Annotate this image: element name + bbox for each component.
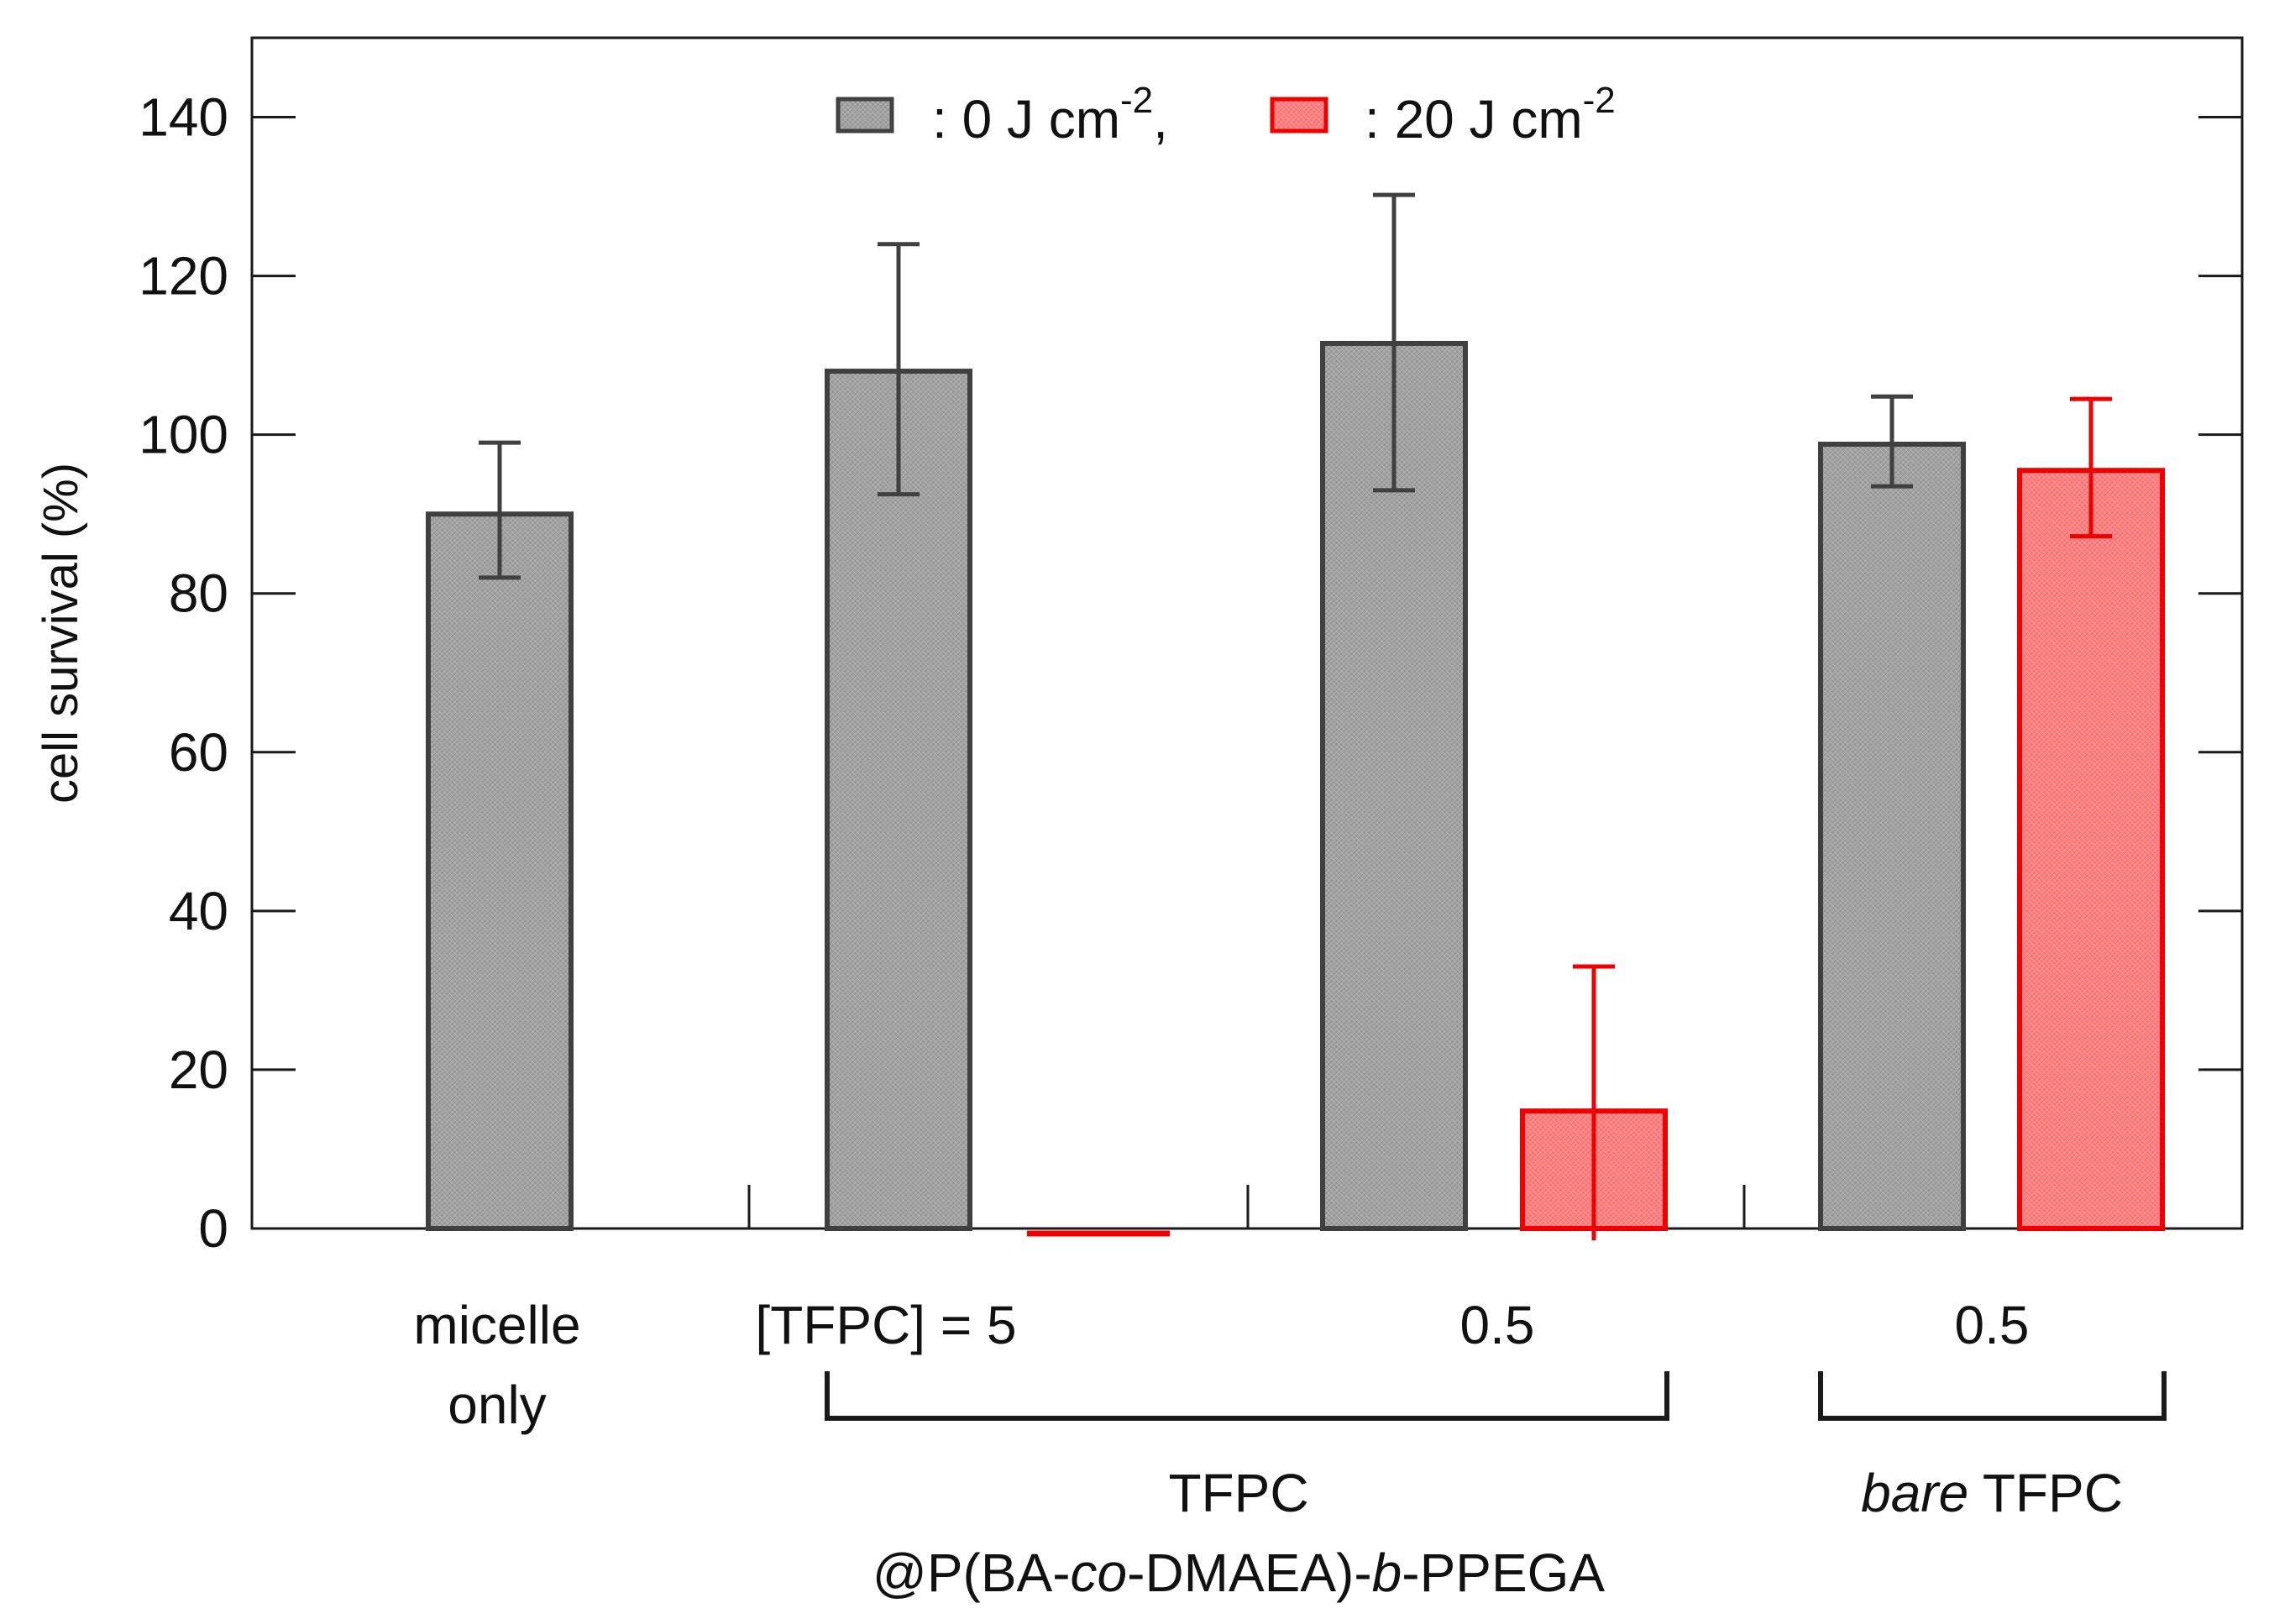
y-tick-label: 120 <box>139 246 228 306</box>
bracket-label-tfpc: TFPC <box>1168 1463 1308 1523</box>
group-label-only: only <box>448 1375 546 1435</box>
bracket-label-polymer-part: b <box>1372 1543 1402 1603</box>
bracket-label-polymer-part: co <box>1071 1543 1128 1603</box>
legend-label-1-sup: -2 <box>1583 80 1616 121</box>
bar-series0-group0 <box>426 511 574 1231</box>
y-tick-label: 20 <box>169 1040 228 1100</box>
legend-swatch-0 <box>836 97 894 134</box>
bracket-bare-tfpc <box>1818 1371 2167 1421</box>
bar-series0-group1 <box>825 369 972 1232</box>
y-tick-label: 140 <box>139 87 228 148</box>
bar-series0-group3 <box>1818 442 1966 1231</box>
y-tick-label: 60 <box>169 722 228 783</box>
legend-label-0-sup: -2 <box>1120 80 1153 121</box>
group-label-micelle: micelle <box>413 1295 580 1355</box>
y-tick-label: 100 <box>139 405 228 465</box>
bracket-label-polymer-part: @P(BA- <box>872 1543 1071 1603</box>
group-label-tfpc-5: [TFPC] = 5 <box>755 1295 1016 1355</box>
bar-series1-group3 <box>2017 468 2165 1231</box>
bracket-label-polymer-part: -DMAEA)- <box>1127 1543 1372 1603</box>
legend-label-0-tail: , <box>1153 89 1168 149</box>
legend-label-1: : 20 J cm-2 <box>1365 80 1616 149</box>
y-tick-label: 40 <box>169 881 228 941</box>
bracket-label-bare-tfpc-part: bare <box>1861 1463 1968 1523</box>
bracket-label-bare-tfpc: bare TFPC <box>1861 1463 2123 1523</box>
bracket-micelle-tfpc <box>825 1371 1669 1421</box>
group-label-0.5-bare: 0.5 <box>1955 1295 2030 1355</box>
y-tick-label: 0 <box>198 1198 228 1259</box>
bracket-label-bare-tfpc-part: TFPC <box>1968 1463 2123 1523</box>
legend-label-0: : 0 J cm-2, <box>932 80 1168 149</box>
bracket-label-polymer: @P(BA-co-DMAEA)-b-PPEGA <box>872 1543 1606 1603</box>
legend-label-1-label: : 20 J cm <box>1365 89 1583 149</box>
bracket-label-polymer-part: -PPEGA <box>1402 1543 1605 1603</box>
legend-swatch-1 <box>1270 97 1328 134</box>
y-tick-label: 80 <box>169 563 228 624</box>
group-label-0.5-micelle: 0.5 <box>1460 1295 1535 1355</box>
legend-label-0-label: : 0 J cm <box>932 89 1120 149</box>
y-axis-label: cell survival (%) <box>34 463 88 804</box>
